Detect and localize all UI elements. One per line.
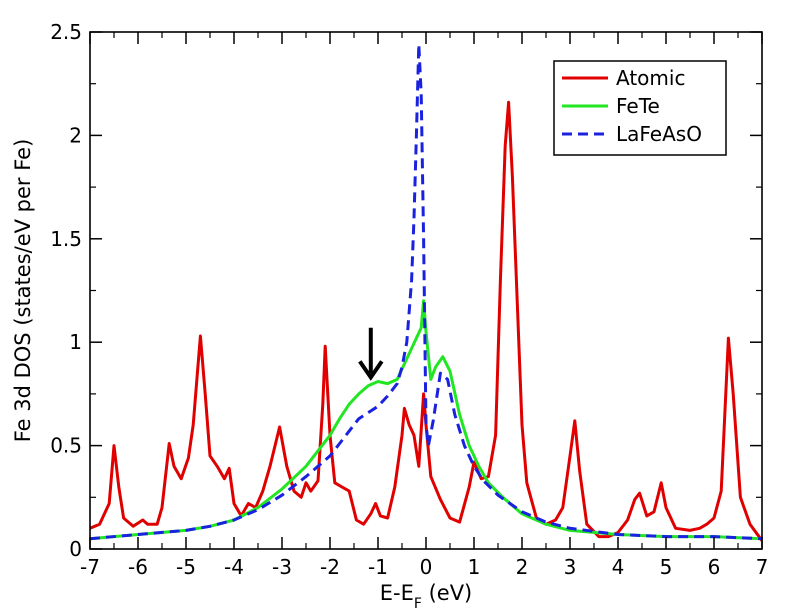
legend-label: Atomic bbox=[616, 66, 685, 90]
x-tick-label: 6 bbox=[708, 555, 721, 579]
y-tick-label: 0.5 bbox=[50, 434, 82, 458]
y-tick-label: 2 bbox=[69, 123, 82, 147]
x-tick-label: 7 bbox=[756, 555, 769, 579]
x-axis-title-main: E-E bbox=[380, 581, 414, 605]
x-axis-title-unit: (eV) bbox=[422, 581, 472, 605]
legend-label: FeTe bbox=[616, 94, 660, 118]
x-tick-label: -4 bbox=[224, 555, 244, 579]
x-tick-label: 3 bbox=[564, 555, 577, 579]
series-line-fete bbox=[90, 299, 762, 541]
x-tick-label: 1 bbox=[468, 555, 481, 579]
legend-label: LaFeAsO bbox=[616, 122, 702, 146]
y-tick-label: 1 bbox=[69, 330, 82, 354]
tick-labels: -7 -6 -5 -4 -3 -2 -1 0 1 2 3 4 5 6 7 0 0.5 1 1.5 2 2.5 bbox=[50, 20, 768, 579]
annotation-arrow bbox=[358, 327, 384, 381]
series-line-atomic bbox=[90, 100, 762, 542]
annotation-arrow-head bbox=[358, 360, 384, 381]
x-axis-title-subscript: F bbox=[414, 596, 422, 612]
y-axis-title: Fe 3d DOS (states/eV per Fe) bbox=[11, 139, 35, 443]
x-tick-label: -1 bbox=[368, 555, 388, 579]
x-axis-title: E-EF (eV) bbox=[380, 581, 473, 612]
x-tick-label: -2 bbox=[320, 555, 340, 579]
legend: Atomic FeTe LaFeAsO bbox=[553, 60, 727, 156]
y-tick-label: 0 bbox=[69, 537, 82, 561]
x-tick-label: 0 bbox=[420, 555, 433, 579]
y-tick-label: 1.5 bbox=[50, 227, 82, 251]
plot-area bbox=[90, 42, 762, 542]
plot-frame bbox=[89, 31, 763, 550]
legend-entry: LaFeAsO bbox=[562, 122, 702, 146]
x-tick-label: -5 bbox=[176, 555, 196, 579]
x-tick-label: -6 bbox=[128, 555, 148, 579]
x-tick-label: -7 bbox=[80, 555, 100, 579]
x-tick-label: 5 bbox=[660, 555, 673, 579]
legend-entry: FeTe bbox=[562, 94, 660, 118]
y-tick-label: 2.5 bbox=[50, 20, 82, 44]
x-tick-label: 2 bbox=[516, 555, 529, 579]
x-tick-label: -3 bbox=[272, 555, 292, 579]
series-line-lafeaso bbox=[90, 42, 762, 541]
x-tick-label: 4 bbox=[612, 555, 625, 579]
legend-entry: Atomic bbox=[562, 66, 685, 90]
